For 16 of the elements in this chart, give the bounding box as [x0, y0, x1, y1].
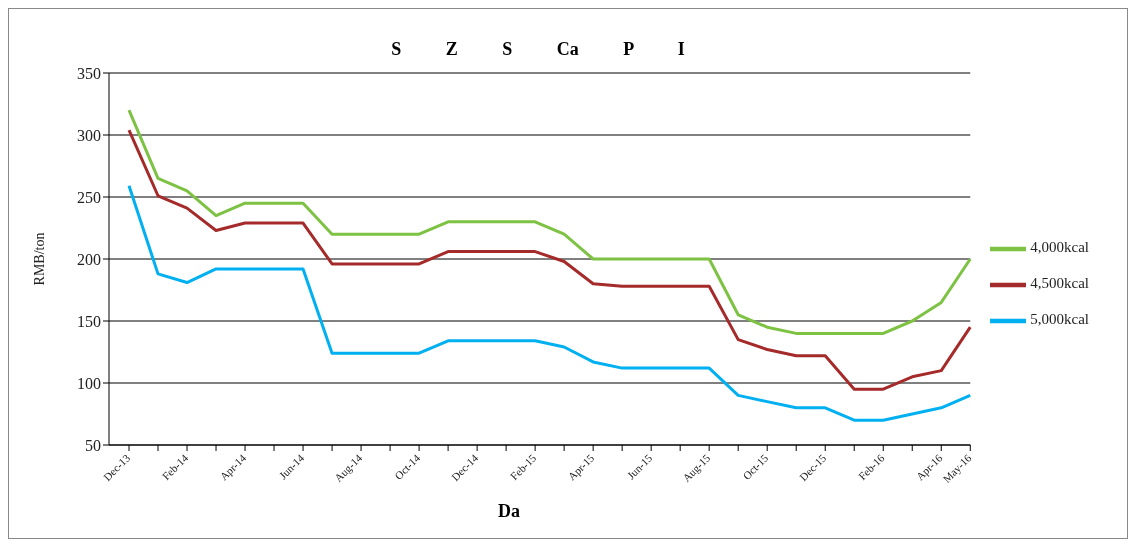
legend-label: 5,000kcal: [1030, 311, 1089, 328]
line-series: [127, 108, 972, 335]
x-axis-title: Da: [497, 501, 521, 522]
y-tick-label: 50: [85, 436, 101, 454]
y-axis-title: RMB/ton: [31, 232, 47, 286]
y-tick-label: 100: [77, 374, 101, 392]
chart-title: S Z S Ca P I: [390, 39, 686, 61]
y-tick-label: 200: [77, 250, 101, 268]
line-series: [127, 128, 972, 391]
line-series: [127, 184, 972, 422]
legend-label: 4,500kcal: [1030, 275, 1089, 292]
y-tick-label: 350: [77, 64, 101, 82]
y-tick-label: 250: [77, 188, 101, 206]
y-tick-label: 300: [77, 126, 101, 144]
y-tick-label: 150: [77, 312, 101, 330]
legend-label: 4,000kcal: [1030, 239, 1089, 256]
